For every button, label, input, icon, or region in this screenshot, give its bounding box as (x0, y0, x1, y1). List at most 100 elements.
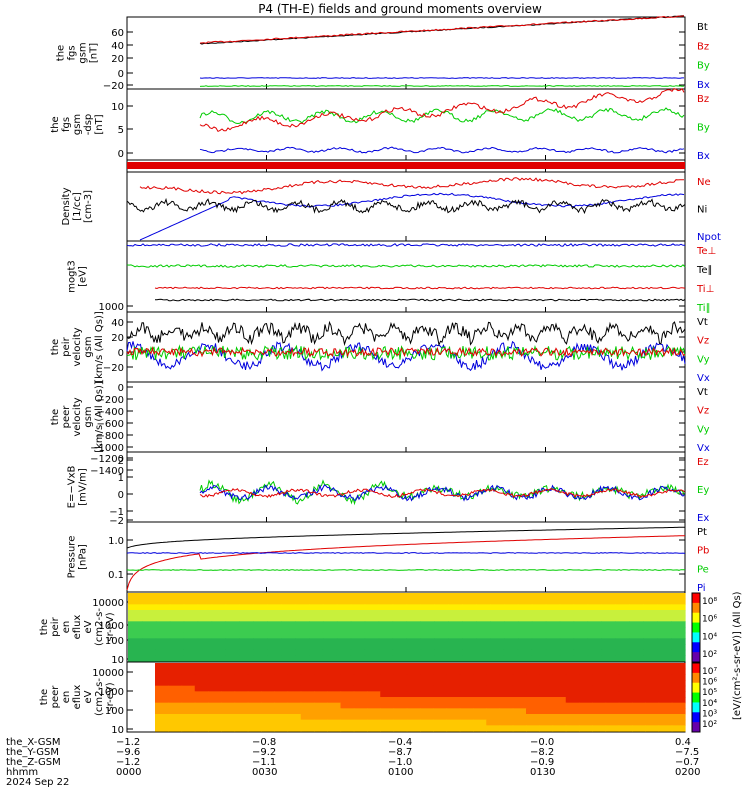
y-tick-label: 40 (111, 318, 124, 329)
spectrogram-cell (211, 644, 227, 651)
colorbar-1: 10⁸ 10⁶ 10⁴ 10² (691, 592, 717, 663)
spectrogram-cell (274, 680, 289, 687)
spectrogram-cell (211, 632, 227, 639)
spectrogram-cell (392, 621, 408, 628)
spectrogram-cell (512, 719, 527, 726)
spectrogram-cell (643, 593, 658, 600)
spectrogram-cell (274, 674, 289, 681)
spectrogram-cell (322, 649, 338, 656)
flag-band (127, 162, 685, 169)
y-tick-label: 1 (118, 473, 124, 484)
spectrogram-cell (573, 598, 589, 605)
spectrogram-cell (393, 708, 408, 715)
spectrogram-cell (378, 649, 394, 656)
spectrogram-cell (393, 691, 408, 698)
spectrogram-cell (406, 663, 421, 670)
spectrogram-cell (183, 610, 199, 617)
spectrogram-cell (448, 615, 463, 622)
colorbar-segment (692, 622, 700, 633)
ylabel-line: the (50, 116, 61, 132)
spectrogram-cell (433, 685, 448, 692)
legend-label: Pe (697, 564, 709, 575)
spectrogram-cell (615, 644, 630, 651)
spectrogram-cell (526, 674, 540, 681)
spectrogram-cell (473, 685, 487, 692)
spectrogram-cell (314, 680, 328, 687)
spectrogram-cell (392, 598, 408, 605)
spectrogram-cell (499, 685, 514, 692)
spectrogram-cell (183, 621, 199, 628)
spectrogram-cell (380, 680, 395, 687)
spectrogram-cell (211, 610, 227, 617)
spectrogram-cell (643, 598, 658, 605)
spectrogram-cell (671, 719, 686, 726)
xaxis-value: −1.2 (116, 737, 140, 748)
spectrogram-cell (539, 702, 554, 709)
spectrogram-cell (208, 663, 222, 670)
legend-label: Ne (697, 177, 711, 188)
spectrogram-cell (406, 649, 422, 656)
series-Ni (126, 197, 686, 215)
spectrogram-cell (420, 644, 435, 651)
spectrogram-cell (657, 610, 672, 617)
spectrogram-cell (503, 638, 519, 645)
spectrogram-cell (234, 685, 249, 692)
spectrogram-cell (632, 685, 646, 692)
spectrogram-cell (287, 714, 302, 721)
spectrogram-cell (336, 593, 352, 600)
colorbar-frame (691, 592, 701, 663)
legend-label: By (697, 123, 710, 134)
colorbar-segment (692, 682, 700, 694)
spectrogram-cell (526, 714, 540, 721)
spectrogram-cell (267, 649, 282, 656)
spectrogram-cell (194, 702, 209, 709)
series-Ne (139, 177, 685, 195)
spectrogram-cell (420, 708, 434, 715)
legend-label: Pi (697, 583, 706, 594)
y-tick-label: 20 (111, 333, 124, 344)
spectrogram-cell (632, 674, 646, 681)
spectrogram-cell (552, 708, 567, 715)
spectrogram-cell (476, 638, 491, 645)
spectrogram-cell (559, 627, 575, 634)
spectrogram-cell (658, 719, 673, 726)
spectrogram-cell (476, 655, 491, 662)
spectrogram-cell (592, 725, 607, 732)
ylabel-line: [km/s (All Qs)] (94, 381, 105, 453)
spectrogram-cell (539, 714, 554, 721)
spectrogram-cell (406, 615, 422, 622)
spectrogram-cell (169, 649, 185, 656)
y-tick-label: 10000 (92, 598, 124, 609)
spectrogram-cell (353, 725, 368, 732)
y-tick-label: −1000 (90, 443, 124, 454)
spectrogram-cell (247, 697, 262, 704)
ylabel-line: gsm (78, 42, 89, 63)
spectrogram-cell (183, 604, 199, 611)
spectrogram-cell (499, 714, 514, 721)
spectrogram-cell (552, 725, 567, 732)
y-tick-label: −200 (97, 395, 124, 406)
spectrogram-cell (274, 708, 289, 715)
spectrogram-cell (448, 610, 463, 617)
spectrogram-cell (168, 702, 183, 709)
spectrogram-cell (336, 604, 352, 611)
spectrogram-cell (392, 649, 408, 656)
spectrogram-cell (420, 702, 434, 709)
spectrogram-cell (406, 610, 422, 617)
spectrogram-cell (194, 697, 209, 704)
spectrogram-cell (579, 674, 593, 681)
spectrogram-cell (367, 697, 381, 704)
spectrogram-cell (559, 644, 575, 651)
spectrogram-cell (671, 668, 686, 675)
spectrogram-cell (448, 604, 463, 611)
spectrogram-cell (234, 668, 249, 675)
spectrogram-cell (364, 621, 380, 628)
spectrogram-cell (141, 615, 157, 622)
spectrogram-cell (211, 638, 227, 645)
spectrogram-cell (459, 708, 474, 715)
spectrogram-cell (434, 610, 449, 617)
spectrogram-cell (658, 691, 673, 698)
spectrogram-cell (327, 697, 342, 704)
panel-9: Pressure[nPa] 1.0 0.1 Pt Pb Pe Pi (67, 521, 709, 594)
spectrogram-cell (247, 668, 262, 675)
